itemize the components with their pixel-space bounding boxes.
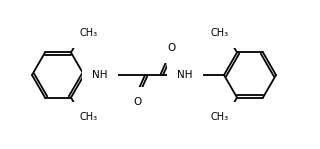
Text: CH₃: CH₃ bbox=[79, 28, 98, 38]
Text: CH₃: CH₃ bbox=[210, 111, 228, 121]
Text: CH₃: CH₃ bbox=[210, 28, 228, 38]
Text: NH: NH bbox=[92, 70, 108, 80]
Text: O: O bbox=[133, 97, 141, 107]
Text: NH: NH bbox=[177, 70, 193, 80]
Text: CH₃: CH₃ bbox=[79, 111, 98, 121]
Text: O: O bbox=[167, 43, 175, 53]
